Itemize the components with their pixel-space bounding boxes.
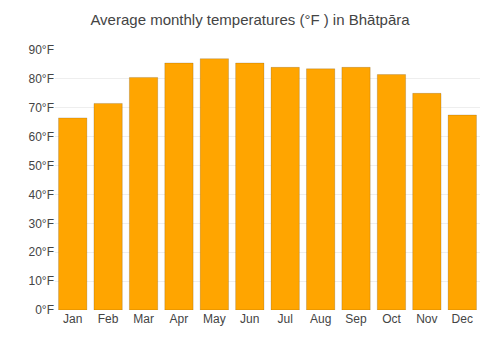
svg-text:Oct: Oct bbox=[382, 312, 401, 326]
svg-text:10°F: 10°F bbox=[29, 274, 54, 288]
svg-text:Jul: Jul bbox=[278, 312, 293, 326]
svg-text:Average monthly temperatures (: Average monthly temperatures (°F ) in Bh… bbox=[90, 11, 410, 28]
svg-text:70°F: 70°F bbox=[29, 101, 54, 115]
svg-text:Nov: Nov bbox=[416, 312, 437, 326]
svg-text:Feb: Feb bbox=[98, 312, 119, 326]
svg-text:Jan: Jan bbox=[63, 312, 82, 326]
svg-text:Aug: Aug bbox=[310, 312, 331, 326]
svg-text:Dec: Dec bbox=[452, 312, 473, 326]
svg-text:60°F: 60°F bbox=[29, 130, 54, 144]
svg-text:90°F: 90°F bbox=[29, 43, 54, 57]
svg-text:80°F: 80°F bbox=[29, 72, 54, 86]
svg-text:40°F: 40°F bbox=[29, 188, 54, 202]
svg-text:20°F: 20°F bbox=[29, 245, 54, 259]
svg-text:Apr: Apr bbox=[170, 312, 189, 326]
svg-text:0°F: 0°F bbox=[35, 303, 54, 317]
svg-text:Jun: Jun bbox=[240, 312, 259, 326]
svg-text:50°F: 50°F bbox=[29, 159, 54, 173]
svg-text:Mar: Mar bbox=[133, 312, 154, 326]
svg-text:30°F: 30°F bbox=[29, 217, 54, 231]
svg-text:May: May bbox=[203, 312, 226, 326]
svg-text:Sep: Sep bbox=[345, 312, 367, 326]
